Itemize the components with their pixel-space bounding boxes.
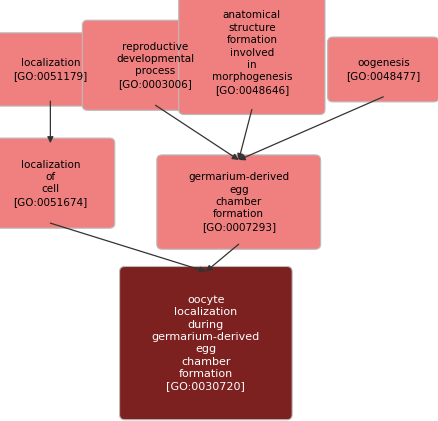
- Text: anatomical
structure
formation
involved
in
morphogenesis
[GO:0048646]: anatomical structure formation involved …: [212, 11, 292, 95]
- FancyBboxPatch shape: [328, 37, 438, 102]
- FancyBboxPatch shape: [120, 266, 292, 420]
- FancyBboxPatch shape: [0, 33, 117, 106]
- Text: reproductive
developmental
process
[GO:0003006]: reproductive developmental process [GO:0…: [117, 42, 194, 89]
- FancyBboxPatch shape: [179, 0, 325, 115]
- Text: oocyte
localization
during
germarium-derived
egg
chamber
formation
[GO:0030720]: oocyte localization during germarium-der…: [152, 295, 260, 392]
- FancyBboxPatch shape: [157, 155, 321, 249]
- Text: localization
[GO:0051179]: localization [GO:0051179]: [13, 58, 88, 81]
- FancyBboxPatch shape: [0, 138, 115, 228]
- Text: localization
of
cell
[GO:0051674]: localization of cell [GO:0051674]: [13, 160, 88, 207]
- Text: germarium-derived
egg
chamber
formation
[GO:0007293]: germarium-derived egg chamber formation …: [188, 172, 289, 232]
- FancyBboxPatch shape: [82, 20, 229, 110]
- Text: oogenesis
[GO:0048477]: oogenesis [GO:0048477]: [346, 58, 420, 81]
